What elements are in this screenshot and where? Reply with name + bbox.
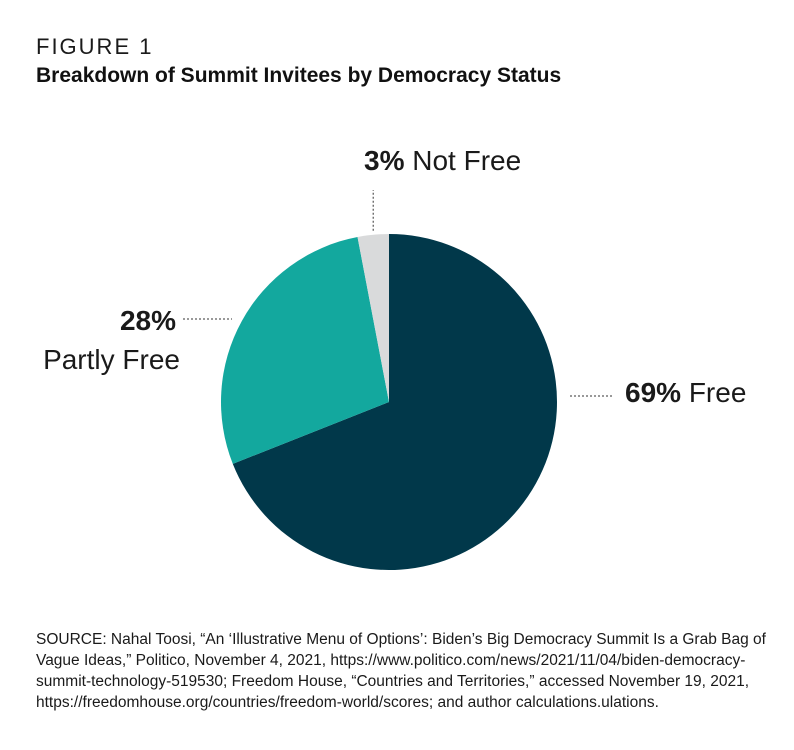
label-leaders [183, 190, 614, 397]
source-note: SOURCE: Nahal Toosi, “An ‘Illustrative M… [36, 631, 766, 711]
label-partly-free-value: 28% [120, 305, 176, 336]
label-partly-free-name: Partly Free [43, 344, 180, 375]
pie-slice-partly-free [221, 236, 389, 464]
pie-chart: 69% Free 28% Partly Free 3% Not Free [43, 145, 746, 570]
figure-label: FIGURE 1 [36, 34, 154, 59]
pie-slices [221, 234, 558, 570]
label-not-free: 3% Not Free [364, 145, 521, 176]
pie-slice-not-free [357, 234, 389, 402]
pie-slice-free [232, 234, 558, 570]
slice-labels: 69% Free 28% Partly Free 3% Not Free [43, 145, 746, 408]
chart-title: Breakdown of Summit Invitees by Democrac… [36, 64, 562, 87]
label-free: 69% Free [625, 377, 746, 408]
